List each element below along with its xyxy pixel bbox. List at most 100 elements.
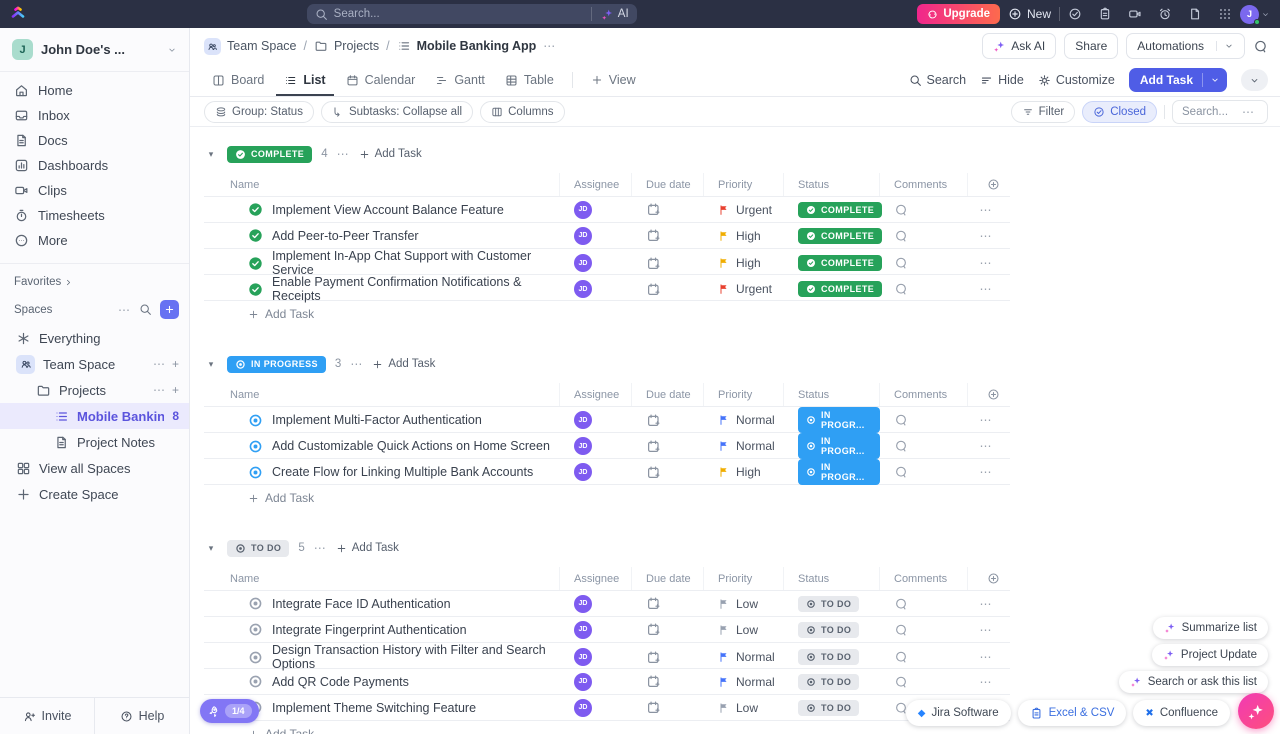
status-badge[interactable]: IN PROGR... xyxy=(798,407,880,433)
due-date-cell[interactable] xyxy=(632,202,704,217)
task-more-button[interactable]: ⋯ xyxy=(979,674,993,689)
item-add-button[interactable]: + xyxy=(171,383,179,397)
list-search-more[interactable]: ⋯ xyxy=(1242,104,1255,119)
status-badge[interactable]: COMPLETE xyxy=(798,201,883,218)
group-by-pill[interactable]: Group: Status xyxy=(204,100,314,123)
task-more-button[interactable]: ⋯ xyxy=(979,622,993,637)
comments-cell[interactable] xyxy=(880,597,968,611)
comments-cell[interactable] xyxy=(880,675,968,689)
priority-cell[interactable]: Normal xyxy=(704,675,784,689)
due-date-cell[interactable] xyxy=(632,228,704,243)
priority-cell[interactable]: Low xyxy=(704,701,784,715)
tab-table[interactable]: Table xyxy=(497,64,562,96)
column-header-due-date[interactable]: Due date xyxy=(632,173,704,196)
column-header-name[interactable]: Name xyxy=(204,173,560,196)
column-header-assignee[interactable]: Assignee xyxy=(560,383,632,406)
assignee-avatar[interactable]: JD xyxy=(574,698,592,717)
filter-pill[interactable]: Filter xyxy=(1010,100,1076,123)
status-badge[interactable]: IN PROGRESS xyxy=(227,355,326,373)
comments-cell[interactable] xyxy=(880,203,968,217)
group-more-button[interactable]: ⋯ xyxy=(336,147,350,161)
task-row[interactable]: Create Flow for Linking Multiple Bank Ac… xyxy=(204,459,1010,485)
sidebar-item-view-all-spaces[interactable]: View all Spaces xyxy=(0,455,189,481)
add-space-button[interactable] xyxy=(160,300,179,319)
customize-button[interactable]: Customize xyxy=(1038,73,1115,87)
chevron-down-icon[interactable] xyxy=(1202,73,1227,87)
breadcrumb-item[interactable]: Team Space xyxy=(204,37,296,55)
todo-check-icon[interactable] xyxy=(1068,7,1082,21)
priority-cell[interactable]: High xyxy=(704,256,784,270)
assignee-avatar[interactable]: JD xyxy=(574,226,592,245)
task-row[interactable]: Add Customizable Quick Actions on Home S… xyxy=(204,433,1010,459)
group-add-task-button[interactable]: Add Task xyxy=(372,358,435,370)
hide-button[interactable]: Hide xyxy=(980,73,1024,87)
due-date-cell[interactable] xyxy=(632,465,704,480)
assignee-avatar[interactable]: JD xyxy=(574,437,592,455)
add-task-row[interactable]: Add Task xyxy=(204,301,1010,327)
status-badge[interactable]: COMPLETE xyxy=(227,145,313,163)
assignee-avatar[interactable]: JD xyxy=(574,200,592,219)
breadcrumb-item[interactable]: Projects xyxy=(314,39,379,53)
task-more-button[interactable]: ⋯ xyxy=(979,413,993,427)
sidebar-item-clips[interactable]: Clips xyxy=(0,178,189,203)
add-task-row[interactable]: Add Task xyxy=(204,721,1010,734)
task-name[interactable]: Implement In-App Chat Support with Custo… xyxy=(272,249,532,277)
onboarding-pill[interactable]: 1/4 xyxy=(200,699,259,723)
status-badge[interactable]: IN PROGR... xyxy=(798,459,880,485)
collapse-group-button[interactable]: ▾ xyxy=(208,542,214,553)
ask-ai-button[interactable]: Ask AI xyxy=(982,33,1057,59)
column-header-priority[interactable]: Priority xyxy=(704,567,784,590)
tab-gantt[interactable]: Gantt xyxy=(427,64,493,96)
sidebar-item-timesheets[interactable]: Timesheets xyxy=(0,203,189,228)
status-badge[interactable]: IN PROGR... xyxy=(798,433,880,459)
column-header-status[interactable]: Status xyxy=(784,173,880,196)
add-task-row[interactable]: Add Task xyxy=(204,485,1010,511)
group-add-task-button[interactable]: Add Task xyxy=(336,542,399,554)
task-row[interactable]: Integrate Face ID Authentication JD Low TO … xyxy=(204,591,1010,617)
list-search[interactable]: ⋯ xyxy=(1172,99,1268,124)
task-more-button[interactable]: ⋯ xyxy=(979,439,993,453)
tab-list[interactable]: List xyxy=(276,64,334,96)
comments-button[interactable] xyxy=(1253,39,1268,54)
favorites-section[interactable]: Favorites xyxy=(0,263,189,292)
task-name[interactable]: Integrate Fingerprint Authentication xyxy=(272,622,467,637)
task-row[interactable]: Design Transaction History with Filter a… xyxy=(204,643,1010,671)
task-name[interactable]: Implement Theme Switching Feature xyxy=(272,700,477,715)
task-name[interactable]: Enable Payment Confirmation Notification… xyxy=(272,275,522,303)
task-row[interactable]: Implement View Account Balance Feature JD… xyxy=(204,197,1010,223)
assignee-avatar[interactable]: JD xyxy=(574,648,592,666)
sidebar-item-more[interactable]: More xyxy=(0,228,189,253)
status-badge[interactable]: TO DO xyxy=(798,649,860,665)
comments-cell[interactable] xyxy=(880,229,968,243)
sidebar-item-everything[interactable]: Everything xyxy=(0,325,189,351)
invite-button[interactable]: Invite xyxy=(0,698,94,734)
task-name[interactable]: Add QR Code Payments xyxy=(272,674,409,689)
column-header-comments[interactable]: Comments xyxy=(880,567,968,590)
assignee-avatar[interactable]: JD xyxy=(574,254,592,272)
task-row[interactable]: Add Peer-to-Peer Transfer JD High COMPLETE ⋯ xyxy=(204,223,1010,249)
column-header-status[interactable]: Status xyxy=(784,567,880,590)
group-more-button[interactable]: ⋯ xyxy=(350,357,364,371)
priority-cell[interactable]: Normal xyxy=(704,439,784,453)
sidebar-item-inbox[interactable]: Inbox xyxy=(0,103,189,128)
subtasks-pill[interactable]: Subtasks: Collapse all xyxy=(320,100,474,123)
task-row[interactable]: Implement Theme Switching Feature JD Low TO… xyxy=(204,695,1010,721)
due-date-cell[interactable] xyxy=(632,439,704,454)
priority-cell[interactable]: Normal xyxy=(704,413,784,427)
avatar[interactable]: J xyxy=(1240,4,1261,25)
task-name[interactable]: Implement View Account Balance Feature xyxy=(272,202,504,217)
column-header-due-date[interactable]: Due date xyxy=(632,383,704,406)
priority-cell[interactable]: Urgent xyxy=(704,282,784,296)
task-row[interactable]: Add QR Code Payments JD Normal TO DO ⋯ xyxy=(204,669,1010,695)
due-date-cell[interactable] xyxy=(632,674,704,689)
group-more-button[interactable]: ⋯ xyxy=(313,541,327,555)
reminders-icon[interactable] xyxy=(1158,7,1172,21)
item-more-button[interactable]: ⋯ xyxy=(152,357,166,371)
status-badge[interactable]: TO DO xyxy=(798,699,860,716)
due-date-cell[interactable] xyxy=(632,413,704,428)
priority-cell[interactable]: Normal xyxy=(704,650,784,664)
due-date-cell[interactable] xyxy=(632,282,704,297)
status-badge[interactable]: TO DO xyxy=(798,621,860,638)
due-date-cell[interactable] xyxy=(632,700,704,715)
status-badge[interactable]: TO DO xyxy=(227,539,290,557)
